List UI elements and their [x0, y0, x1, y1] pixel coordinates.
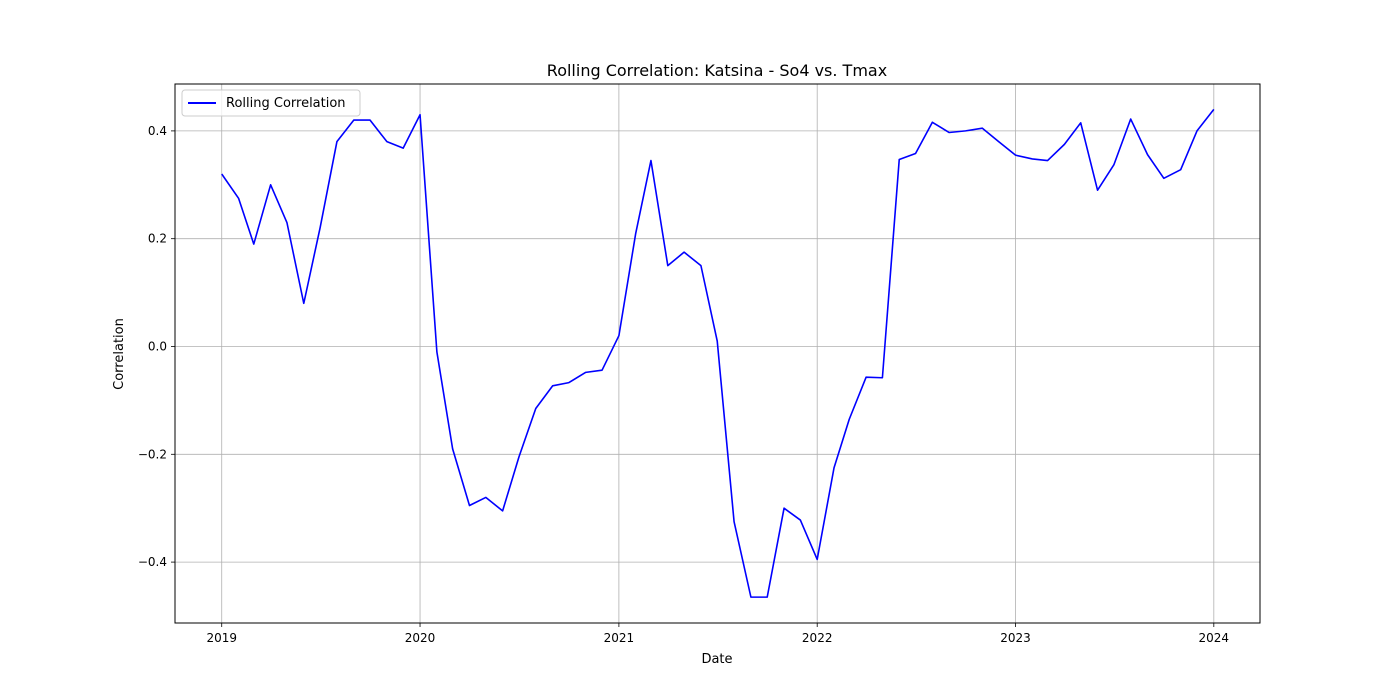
legend: Rolling Correlation	[181, 89, 361, 117]
x-axis-label: Date	[701, 652, 732, 667]
x-tick-label: 2021	[604, 631, 635, 645]
y-tick-label: 0.0	[148, 339, 167, 353]
plot-lines	[221, 108, 1215, 598]
series-line-rolling-correlation	[221, 108, 1215, 598]
chart-title: Rolling Correlation: Katsina - So4 vs. T…	[547, 61, 887, 80]
x-tick-label: 2019	[206, 631, 237, 645]
x-tick-label: 2024	[1199, 631, 1230, 645]
x-tick-label: 2023	[1000, 631, 1031, 645]
plot-frame	[174, 83, 1261, 624]
y-tick-label: 0.4	[148, 124, 167, 138]
y-tick-label: −0.4	[138, 555, 167, 569]
legend-label: Rolling Correlation	[226, 96, 346, 111]
x-tick-label: 2022	[802, 631, 833, 645]
x-axis-ticks: 2019 2020 2021 2022 2023 2024	[206, 623, 1229, 645]
y-tick-label: −0.2	[138, 447, 167, 461]
grid	[175, 84, 1260, 623]
y-axis-label: Correlation	[112, 318, 127, 390]
y-tick-label: 0.2	[148, 232, 167, 246]
x-tick-label: 2020	[405, 631, 436, 645]
legend-box	[181, 89, 361, 117]
y-axis-ticks: −0.4 −0.2 0.0 0.2 0.4	[138, 124, 175, 569]
